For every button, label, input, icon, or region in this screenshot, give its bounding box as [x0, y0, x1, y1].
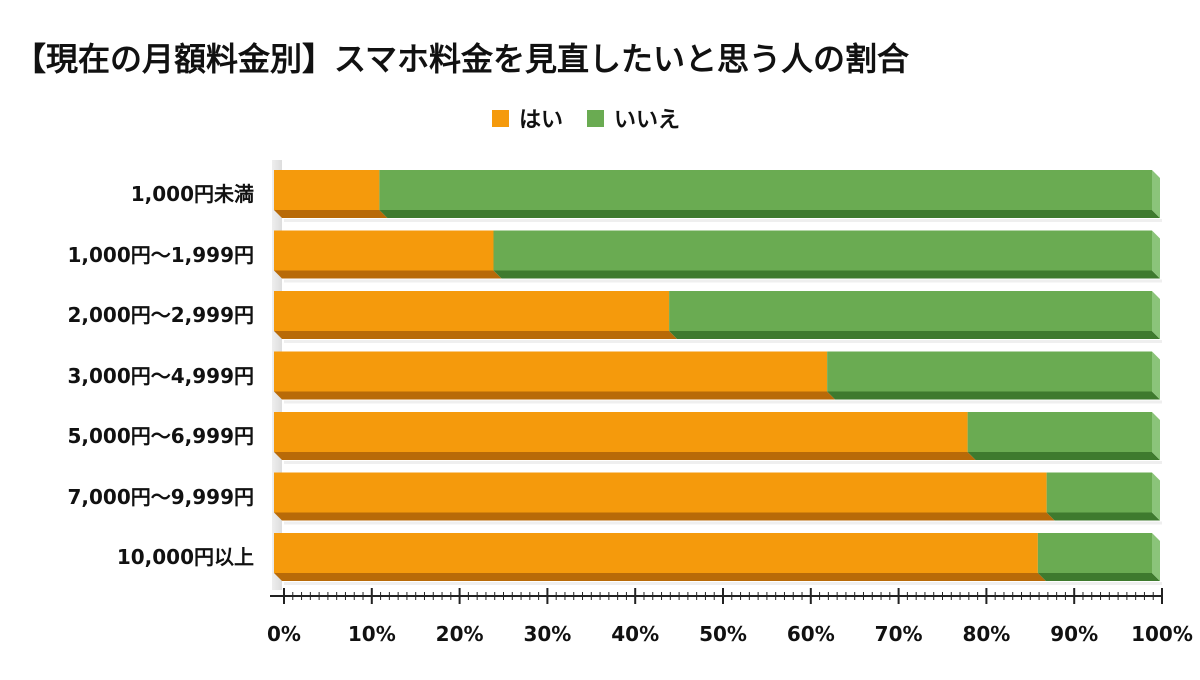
bar-bottom-yes [274, 573, 1046, 581]
floor-grid [284, 219, 1162, 222]
x-tick-label: 30% [523, 622, 572, 646]
bar-bottom-no [1046, 512, 1160, 521]
bar-segment-no [493, 230, 1152, 271]
x-tick-label: 100% [1131, 622, 1193, 646]
bar-segment-yes [274, 291, 670, 331]
x-tick-label: 80% [962, 622, 1011, 646]
x-tick-label: 0% [267, 622, 301, 646]
floor-grid [284, 400, 1162, 404]
bar-segment-no [1046, 472, 1152, 513]
bar-bottom-yes [274, 210, 388, 218]
bar-segment-no [1037, 533, 1152, 573]
bar-segment-no [669, 291, 1152, 331]
bar-bottom-yes [274, 391, 836, 400]
bar-bottom-no [379, 210, 1160, 218]
legend-item-no: いいえ [587, 102, 680, 134]
floor-grid [284, 582, 1162, 585]
bar-side [1152, 412, 1160, 460]
x-tick-label: 20% [435, 622, 484, 646]
x-tick-label: 70% [874, 622, 923, 646]
bar-segment-yes [274, 351, 828, 392]
floor-grid [284, 461, 1162, 464]
chart-title: 【現在の月額料金別】スマホ料金を見直したいと思う人の割合 [14, 40, 910, 78]
x-tick-label: 10% [347, 622, 396, 646]
bar-side [1152, 291, 1160, 339]
legend-swatch-yes [492, 109, 509, 127]
x-tick-label: 60% [786, 622, 835, 646]
category-label: 1,000円～1,999円 [67, 242, 254, 267]
bar-bottom-no [967, 452, 1160, 460]
legend-swatch-no [587, 109, 605, 127]
category-label: 5,000円～6,999円 [67, 424, 254, 448]
category-label: 3,000円～4,999円 [67, 363, 254, 388]
legend-label-no: いいえ [614, 108, 681, 133]
bar-bottom-no [827, 391, 1160, 400]
floor-grid [284, 521, 1162, 525]
bar-bottom-no [493, 270, 1160, 279]
floor-grid [284, 340, 1162, 343]
floor-grid [284, 279, 1162, 283]
bar-segment-no [827, 351, 1152, 392]
bar-side [1152, 533, 1160, 581]
bar-segment-no [967, 412, 1152, 452]
legend-label-yes: はい [519, 108, 564, 133]
bar-bottom-yes [274, 270, 502, 279]
bar-bottom-no [1037, 573, 1160, 581]
bar-side [1152, 351, 1160, 400]
x-tick-label: 90% [1050, 622, 1099, 646]
category-label: 7,000円～9,999円 [67, 484, 254, 509]
category-label: 1,000円未満 [130, 182, 254, 206]
bar-bottom-no [669, 331, 1160, 339]
bar-segment-yes [274, 170, 380, 210]
legend: はい いいえ [492, 102, 704, 134]
category-label: 10,000円以上 [116, 545, 254, 569]
category-label: 2,000円～2,999円 [67, 303, 254, 327]
x-tick-label: 40% [611, 622, 660, 646]
bar-side [1152, 230, 1160, 279]
bar-bottom-yes [274, 452, 976, 460]
legend-item-yes: はい [492, 102, 563, 134]
bar-bottom-yes [274, 512, 1055, 521]
bar-side [1152, 472, 1160, 521]
bar-segment-yes [274, 533, 1038, 573]
bar-segment-no [379, 170, 1152, 210]
bar-segment-yes [274, 230, 494, 271]
x-tick-label: 50% [699, 622, 747, 646]
bar-segment-yes [274, 472, 1047, 513]
bar-bottom-yes [274, 331, 678, 339]
bar-side [1152, 170, 1160, 218]
bar-segment-yes [274, 412, 968, 452]
